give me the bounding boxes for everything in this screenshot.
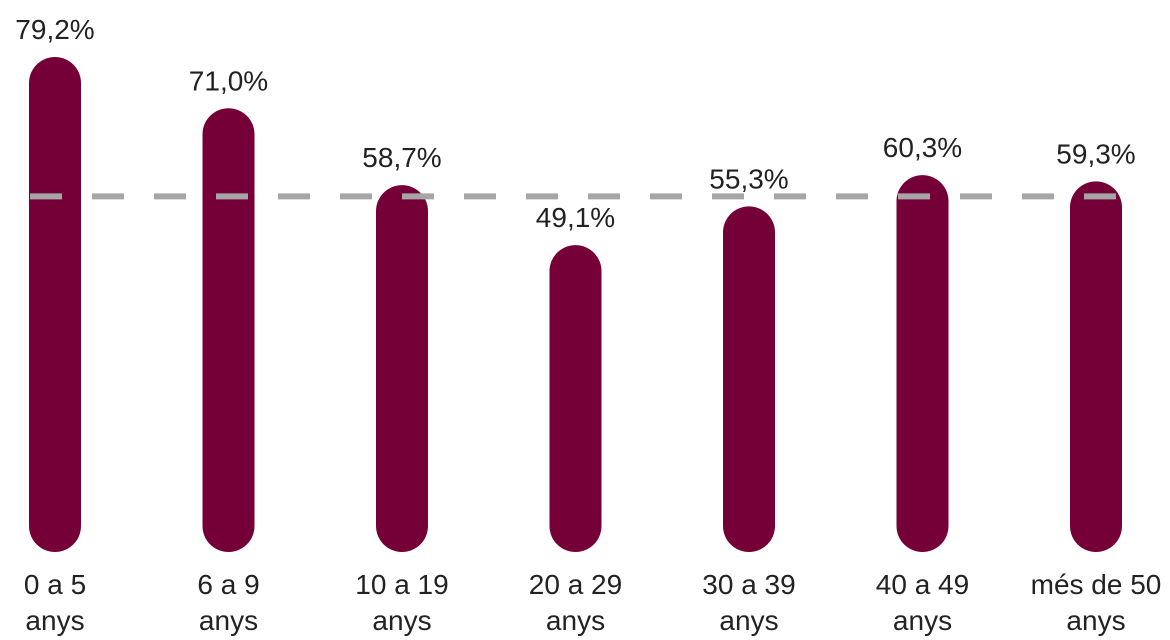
bar-1 bbox=[202, 108, 255, 552]
category-label-3: 20 a 29 anys bbox=[529, 569, 622, 636]
bar-5 bbox=[896, 175, 949, 552]
category-label-1: 6 a 9 anys bbox=[197, 569, 259, 636]
bar-3 bbox=[549, 245, 602, 552]
bar-2 bbox=[376, 185, 428, 552]
value-label-1: 71,0% bbox=[189, 65, 268, 96]
bar-4 bbox=[723, 206, 775, 552]
bar-6 bbox=[1070, 181, 1122, 552]
bars-group bbox=[29, 57, 1122, 552]
value-label-6: 59,3% bbox=[1056, 138, 1135, 169]
value-label-5: 60,3% bbox=[883, 132, 962, 163]
category-label-4: 30 a 39 anys bbox=[702, 569, 795, 636]
category-labels-group: 0 a 5 anys 6 a 9 anys 10 a 19 anys 20 a 29 anys… bbox=[24, 569, 1162, 636]
value-label-4: 55,3% bbox=[709, 163, 788, 194]
category-label-5: 40 a 49 anys bbox=[876, 569, 969, 636]
value-label-2: 58,7% bbox=[362, 142, 441, 173]
value-label-3: 49,1% bbox=[536, 202, 615, 233]
value-label-0: 79,2% bbox=[15, 14, 94, 45]
category-label-6: més de 50 anys bbox=[1031, 569, 1162, 636]
value-labels-group: 79,2% 71,0% 58,7% 49,1% 55,3% 60,3% 59,3% bbox=[15, 14, 1135, 233]
category-label-2: 10 a 19 anys bbox=[355, 569, 448, 636]
bar-0 bbox=[29, 57, 81, 552]
category-label-0: 0 a 5 anys bbox=[24, 569, 86, 636]
